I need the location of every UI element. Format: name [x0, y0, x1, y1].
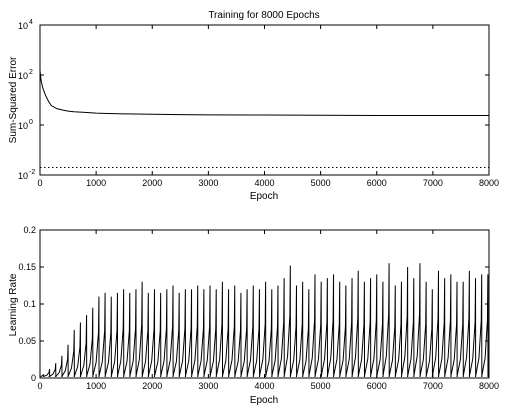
sse-chart-x-label: Epoch [250, 191, 278, 202]
x-tick-label: 3000 [198, 381, 218, 391]
x-tick-label: 1000 [86, 381, 106, 391]
x-tick-label: 5000 [311, 178, 331, 188]
y-tick-label-exponent: -2 [29, 169, 35, 176]
sse-chart-series [40, 71, 489, 168]
x-tick-label: 8000 [479, 178, 499, 188]
y-tick-label-exponent: 4 [29, 19, 33, 26]
sse-chart-title: Training for 8000 Epochs [208, 10, 319, 21]
y-tick-label-base: 10 [18, 21, 28, 31]
y-tick-label: 0.1 [23, 299, 36, 309]
sse-chart-axes [40, 25, 489, 175]
series-line-0 [40, 263, 489, 376]
y-tick-label: 0.2 [23, 225, 36, 235]
x-tick-label: 0 [37, 381, 42, 391]
y-tick-label: 0.15 [18, 262, 36, 272]
x-tick-label: 2000 [142, 381, 162, 391]
x-tick-label: 0 [37, 178, 42, 188]
sse-chart: Training for 8000 Epochs 0 1000 2000 3000 40… [8, 10, 499, 202]
x-tick-label: 3000 [198, 178, 218, 188]
y-tick-label-base: 10 [18, 121, 28, 131]
y-tick-label-base: 10 [18, 171, 28, 181]
series-line-0 [40, 71, 489, 116]
x-tick-label: 1000 [86, 178, 106, 188]
x-tick-label: 5000 [311, 381, 331, 391]
learning-rate-chart-y-label: Learning Rate [8, 273, 19, 336]
x-tick-label: 7000 [423, 178, 443, 188]
x-tick-label: 8000 [479, 381, 499, 391]
x-tick-label: 2000 [142, 178, 162, 188]
y-tick-label-exponent: 0 [29, 119, 33, 126]
learning-rate-chart-axes [40, 230, 489, 378]
y-tick-label-base: 10 [18, 71, 28, 81]
x-tick-label: 4000 [254, 178, 274, 188]
y-tick-label-exponent: 2 [29, 69, 33, 76]
sse-chart-y-label: Sum-Squared Error [8, 56, 19, 143]
y-tick-label: 0.05 [18, 336, 36, 346]
learning-rate-chart-series [40, 263, 489, 376]
y-tick-label: 0 [31, 373, 36, 383]
x-tick-label: 6000 [367, 381, 387, 391]
x-tick-label: 4000 [254, 381, 274, 391]
plot-frame [40, 230, 489, 378]
plot-frame [40, 25, 489, 175]
x-tick-label: 7000 [423, 381, 443, 391]
learning-rate-chart-x-label: Epoch [250, 395, 278, 406]
learning-rate-chart: 0 1000 2000 3000 4000 5000 6000 7000 8000 0 0.05 0.… [8, 225, 499, 406]
x-tick-label: 6000 [367, 178, 387, 188]
